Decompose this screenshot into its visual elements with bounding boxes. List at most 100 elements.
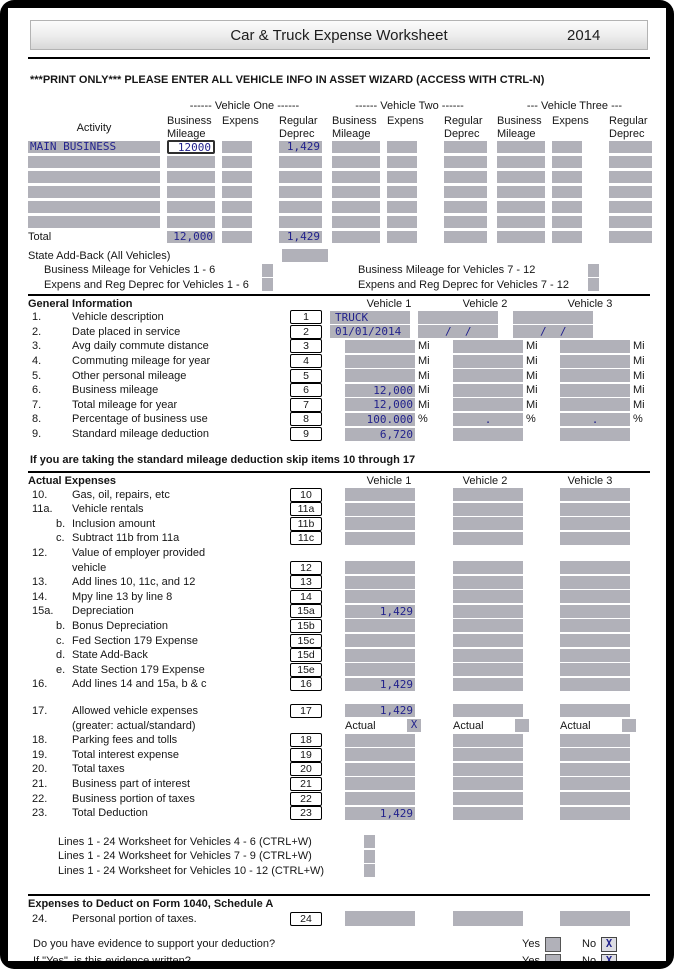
- vehicle3-field[interactable]: [560, 648, 630, 662]
- vehicle2-field[interactable]: [453, 502, 523, 516]
- v3-business-mileage-field[interactable]: [497, 141, 545, 153]
- q1-yes-checkbox[interactable]: [545, 936, 561, 952]
- vehicle3-field[interactable]: [560, 634, 630, 648]
- vehicle1-field[interactable]: [345, 517, 415, 531]
- vehicle2-field[interactable]: [453, 748, 523, 762]
- bm-vehicles-7-12-field[interactable]: [588, 263, 599, 277]
- vehicle3-field[interactable]: [560, 748, 630, 762]
- vehicle1-field[interactable]: [345, 354, 415, 368]
- v1-regular-deprec-field[interactable]: 1,429: [279, 141, 322, 153]
- vehicle2-field[interactable]: .: [453, 412, 523, 426]
- vehicle1-field[interactable]: 1,429: [345, 704, 415, 718]
- vehicle3-field[interactable]: .: [560, 412, 630, 426]
- q2-yes-checkbox[interactable]: [545, 953, 561, 961]
- vehicle1-field[interactable]: [345, 792, 415, 806]
- vehicle1-field[interactable]: [345, 619, 415, 633]
- vehicle1-field[interactable]: 6,720: [345, 427, 415, 441]
- vehicle2-field[interactable]: [453, 575, 523, 589]
- vehicle1-field[interactable]: [345, 339, 415, 353]
- vehicle2-field[interactable]: [453, 733, 523, 747]
- vehicle3-field[interactable]: [560, 762, 630, 776]
- vehicle1-field[interactable]: [345, 575, 415, 589]
- vehicle1-field[interactable]: [345, 748, 415, 762]
- vehicle2-field[interactable]: [453, 339, 523, 353]
- vehicle3-field[interactable]: [560, 677, 630, 691]
- vehicle1-field[interactable]: [345, 488, 415, 502]
- vehicle2-field[interactable]: [453, 911, 523, 927]
- vehicle2-field[interactable]: [453, 517, 523, 531]
- vehicle3-field[interactable]: [560, 502, 630, 516]
- activity-field[interactable]: MAIN BUSINESS: [28, 141, 160, 153]
- vehicle2-field[interactable]: [453, 561, 523, 575]
- vehicle2-field[interactable]: [453, 777, 523, 791]
- worksheet-7-9-field[interactable]: [364, 849, 375, 863]
- q2-no-checkbox[interactable]: X: [601, 953, 617, 961]
- vehicle1-field[interactable]: TRUCK: [330, 310, 411, 324]
- v2-expens-field[interactable]: [387, 141, 417, 153]
- vehicle2-field[interactable]: [453, 398, 523, 412]
- vehicle3-field[interactable]: [560, 777, 630, 791]
- vehicle3-field[interactable]: [560, 663, 630, 677]
- worksheet-10-12-field[interactable]: [364, 864, 375, 878]
- vehicle2-field[interactable]: [453, 590, 523, 604]
- vehicle1-field[interactable]: [345, 777, 415, 791]
- vehicle2-field[interactable]: [453, 648, 523, 662]
- v2-business-mileage-field[interactable]: [332, 141, 380, 153]
- vehicle2-field[interactable]: [453, 531, 523, 545]
- vehicle1-field[interactable]: 12,000: [345, 398, 415, 412]
- vehicle1-field[interactable]: [345, 369, 415, 383]
- vehicle3-field[interactable]: [560, 517, 630, 531]
- vehicle3-field[interactable]: [560, 354, 630, 368]
- vehicle2-field[interactable]: [453, 663, 523, 677]
- v3-regular-deprec-field[interactable]: [609, 141, 652, 153]
- vehicle3-field[interactable]: [560, 792, 630, 806]
- vehicle1-field[interactable]: [345, 634, 415, 648]
- v1-business-mileage-field[interactable]: 12000: [167, 140, 215, 154]
- vehicle2-field[interactable]: [453, 427, 523, 441]
- vehicle3-field[interactable]: [560, 369, 630, 383]
- vehicle2-field[interactable]: [453, 792, 523, 806]
- q1-no-checkbox[interactable]: X: [601, 936, 617, 952]
- vehicle3-field[interactable]: [513, 310, 594, 324]
- vehicle3-field[interactable]: [560, 398, 630, 412]
- vehicle2-field[interactable]: [453, 677, 523, 691]
- vehicle1-field[interactable]: 01/01/2014: [330, 325, 411, 339]
- vehicle1-field[interactable]: [345, 531, 415, 545]
- vehicle3-field[interactable]: [560, 806, 630, 820]
- vehicle1-field[interactable]: [345, 590, 415, 604]
- vehicle1-field[interactable]: [345, 733, 415, 747]
- vehicle3-field[interactable]: [560, 619, 630, 633]
- worksheet-4-6-field[interactable]: [364, 835, 375, 849]
- vehicle3-field[interactable]: [560, 575, 630, 589]
- vehicle1-field[interactable]: [345, 561, 415, 575]
- vehicle1-actual-checkbox[interactable]: X: [407, 719, 421, 733]
- vehicle2-actual-checkbox[interactable]: [515, 719, 529, 733]
- vehicle2-field[interactable]: [453, 604, 523, 618]
- vehicle2-field[interactable]: [453, 369, 523, 383]
- vehicle1-field[interactable]: 1,429: [345, 806, 415, 820]
- vehicle2-field[interactable]: [453, 704, 523, 718]
- vehicle2-field[interactable]: [453, 383, 523, 397]
- v3-expens-field[interactable]: [552, 141, 582, 153]
- expens-deprec-1-6-field[interactable]: [262, 278, 273, 292]
- vehicle3-field[interactable]: / /: [513, 325, 594, 339]
- vehicle3-field[interactable]: [560, 561, 630, 575]
- vehicle1-field[interactable]: [345, 663, 415, 677]
- v2-regular-deprec-field[interactable]: [444, 141, 487, 153]
- expens-deprec-7-12-field[interactable]: [588, 278, 599, 292]
- vehicle1-field[interactable]: [345, 502, 415, 516]
- state-addback-field[interactable]: [282, 249, 328, 262]
- vehicle3-field[interactable]: [560, 590, 630, 604]
- vehicle3-field[interactable]: [560, 488, 630, 502]
- vehicle2-field[interactable]: [453, 762, 523, 776]
- vehicle3-field[interactable]: [560, 383, 630, 397]
- vehicle3-field[interactable]: [560, 531, 630, 545]
- vehicle1-field[interactable]: 12,000: [345, 383, 415, 397]
- vehicle2-field[interactable]: [453, 488, 523, 502]
- vehicle3-field[interactable]: [560, 704, 630, 718]
- vehicle1-field[interactable]: 1,429: [345, 604, 415, 618]
- vehicle2-field[interactable]: [453, 634, 523, 648]
- vehicle1-field[interactable]: 1,429: [345, 677, 415, 691]
- vehicle2-field[interactable]: [453, 806, 523, 820]
- vehicle1-field[interactable]: [345, 648, 415, 662]
